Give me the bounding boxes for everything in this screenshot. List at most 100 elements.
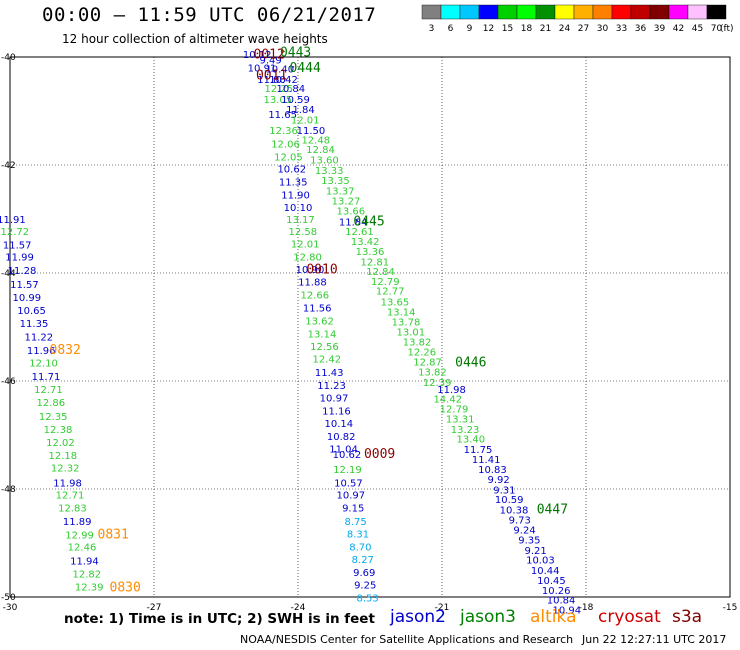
- swh-value-label: 12.38: [44, 425, 73, 436]
- swh-value-label: 13.31: [446, 415, 475, 426]
- swh-value-label: 10.42: [269, 75, 298, 86]
- swh-value-label: 13.42: [351, 237, 380, 248]
- pass-time-label: 0447: [537, 502, 568, 517]
- swh-value-label: 13.82: [418, 368, 447, 379]
- swh-value-label: 12.46: [68, 543, 97, 554]
- swh-value-label: 13.05: [264, 95, 293, 106]
- swh-value-label: 12.71: [56, 491, 85, 502]
- y-tick-label: -40: [1, 53, 16, 63]
- swh-value-label: 10.40: [265, 65, 294, 76]
- swh-value-label: 13.23: [451, 425, 480, 436]
- swh-value-label: 9.69: [353, 568, 375, 579]
- pass-time-label: 0445: [353, 214, 384, 229]
- swh-value-label: 11.98: [437, 385, 466, 396]
- swh-value-label: 13.27: [332, 196, 361, 207]
- swh-value-label: 9.35: [518, 536, 540, 547]
- swh-value-label: 12.56: [310, 342, 339, 353]
- x-tick-label: -27: [147, 603, 162, 613]
- swh-value-label: 13.01: [396, 328, 425, 339]
- colorbar-swatch: [421, 4, 442, 20]
- footer-credit: NOAA/NESDIS Center for Satellite Applica…: [240, 633, 574, 646]
- swh-value-label: 12.79: [440, 404, 469, 415]
- colorbar-swatch: [592, 4, 613, 20]
- swh-value-label: 9.21: [524, 546, 546, 557]
- swh-value-label: 11.04: [329, 444, 358, 455]
- swh-value-label: 12.84: [306, 145, 335, 156]
- swh-value-label: 12.72: [0, 227, 29, 238]
- pass-time-label: 0010: [306, 263, 337, 278]
- colorbar-swatch: [535, 4, 556, 20]
- y-tick-label: -46: [1, 377, 16, 387]
- swh-value-label: 11.65: [268, 110, 297, 121]
- swh-value-label: 13.37: [326, 187, 355, 198]
- colorbar-tick-label: 33: [616, 24, 627, 34]
- colorbar-swatch: [630, 4, 651, 20]
- swh-value-label: 8.53: [356, 593, 378, 604]
- swh-value-label: 9.73: [509, 516, 531, 527]
- swh-value-label: 11.80: [257, 75, 286, 86]
- swh-value-label: 10.38: [500, 505, 529, 516]
- swh-value-label: 9.15: [342, 504, 364, 515]
- swh-value-label: 10.59: [495, 495, 524, 506]
- swh-value-label: 11.91: [0, 215, 26, 226]
- swh-value-label: 12.19: [333, 465, 362, 476]
- chart-title: 00:00 – 11:59 UTC 06/21/2017: [42, 4, 377, 26]
- legend-cryosat: cryosat: [598, 607, 661, 627]
- swh-value-label: 13.60: [310, 155, 339, 166]
- swh-value-label: 11.71: [32, 372, 61, 383]
- swh-value-label: 11.57: [3, 241, 32, 252]
- colorbar-tick-label: 42: [673, 24, 684, 34]
- colorbar-tick-label: 15: [502, 24, 513, 34]
- legend-jason3: jason3: [460, 607, 516, 627]
- swh-value-label: 13.78: [392, 317, 421, 328]
- colorbar-swatch: [440, 4, 461, 20]
- swh-value-label: 10.62: [277, 165, 306, 176]
- swh-value-label: 10.44: [531, 566, 560, 577]
- swh-value-label: 11.43: [315, 368, 344, 379]
- colorbar-swatch: [706, 4, 727, 20]
- swh-value-label: 12.42: [312, 355, 341, 366]
- swh-value-label: 13.35: [321, 176, 350, 187]
- swh-value-label: 11.50: [297, 126, 326, 137]
- swh-value-label: 10.84: [276, 84, 305, 95]
- swh-value-label: 10.91: [248, 64, 277, 75]
- swh-value-label: 9.92: [488, 475, 510, 486]
- swh-value-label: 12.32: [51, 464, 80, 475]
- swh-value-label: 11.89: [63, 517, 92, 528]
- swh-value-label: 12.26: [408, 348, 437, 359]
- colorbar-swatch: [611, 4, 632, 20]
- x-tick-label: -30: [3, 603, 18, 613]
- swh-value-label: 12.82: [72, 570, 101, 581]
- swh-value-label: 10.26: [542, 586, 571, 597]
- pass-time-label: 0009: [364, 447, 395, 462]
- pass-time-label: 0444: [290, 61, 321, 76]
- swh-value-label: 12.80: [293, 253, 322, 264]
- swh-value-label: 11.84: [339, 217, 368, 228]
- swh-value-label: 11.22: [24, 333, 53, 344]
- colorbar-tick-label: 30: [597, 24, 609, 34]
- swh-value-label: 12.06: [271, 140, 300, 151]
- swh-value-label: 12.61: [345, 227, 374, 238]
- colorbar-tick-label: 70: [711, 24, 723, 34]
- swh-value-label: 10.12: [243, 50, 272, 61]
- colorbar-swatch: [554, 4, 575, 20]
- swh-value-label: 12.02: [46, 438, 75, 449]
- swh-value-label: 11.35: [20, 319, 49, 330]
- x-tick-label: -21: [435, 603, 450, 613]
- swh-value-label: 10.82: [327, 432, 356, 443]
- swh-value-label: 10.59: [281, 95, 310, 106]
- swh-value-label: 11.99: [5, 253, 34, 264]
- swh-value-label: 11.84: [286, 105, 315, 116]
- colorbar-unit-label: (ft): [720, 24, 734, 34]
- swh-value-label: 9.31: [493, 485, 515, 496]
- colorbar-swatch: [478, 4, 499, 20]
- colorbar-tick-label: 36: [635, 24, 647, 34]
- swh-value-label: 10.97: [336, 491, 365, 502]
- swh-value-label: 12.25: [264, 84, 293, 95]
- colorbar-swatch: [459, 4, 480, 20]
- swh-value-label: 12.81: [360, 257, 389, 268]
- legend-s3a: s3a: [672, 607, 703, 627]
- colorbar-tick-label: 3: [429, 24, 435, 34]
- colorbar-swatch: [668, 4, 689, 20]
- swh-value-label: 13.66: [336, 207, 365, 218]
